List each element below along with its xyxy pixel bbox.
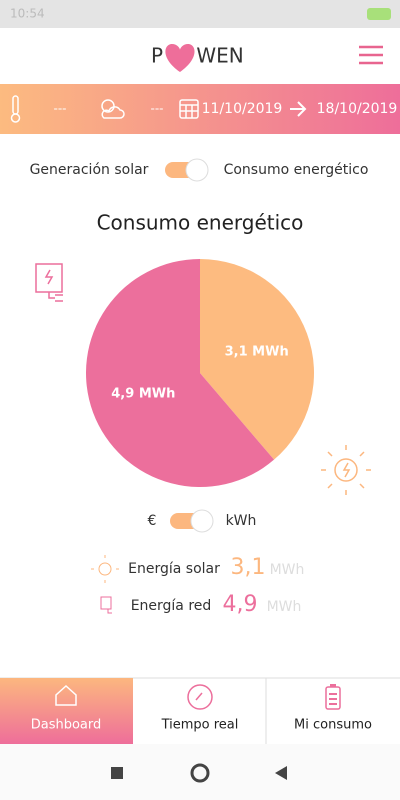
toggle-left-label: Generación solar xyxy=(30,162,149,178)
mode-toggle[interactable] xyxy=(165,158,209,182)
logo-heart xyxy=(165,44,195,72)
back-button[interactable] xyxy=(275,766,287,780)
slice-label: 3,1 MWh xyxy=(225,345,289,360)
slice-label: 4,9 MWh xyxy=(111,386,175,401)
unit-right-label: kWh xyxy=(226,513,257,529)
date-to[interactable]: 18/10/2019 xyxy=(317,101,398,117)
calendar-icon[interactable] xyxy=(179,99,199,119)
battery xyxy=(367,8,391,20)
logo-p: P xyxy=(151,44,163,68)
nav-label[interactable]: Mi consumo xyxy=(294,718,372,733)
nav-label[interactable]: Dashboard xyxy=(31,718,102,733)
summary-value: 4,9 xyxy=(223,592,258,617)
temperature: --- xyxy=(54,102,67,116)
logo-wen: WEN xyxy=(196,44,243,68)
chart-title: Consumo energético xyxy=(97,211,304,235)
thermometer-icon xyxy=(10,95,21,123)
summary-label: Energía solar xyxy=(128,561,220,577)
recents-button[interactable] xyxy=(111,767,123,779)
nav-label[interactable]: Tiempo real xyxy=(161,718,239,733)
pie-slice xyxy=(86,259,275,487)
arrow-icon xyxy=(290,101,307,117)
pie-slice xyxy=(200,259,315,460)
status-bar xyxy=(0,0,400,28)
unit-left-label: € xyxy=(148,513,157,529)
grid-icon xyxy=(35,263,63,302)
system-nav xyxy=(0,744,400,800)
grid-small-icon xyxy=(100,596,112,614)
toggle-right-label: Consumo energético xyxy=(224,162,369,178)
sun-icon xyxy=(321,445,371,495)
menu-button[interactable] xyxy=(359,45,383,65)
summary-value: 3,1 xyxy=(231,555,266,580)
nav-dashboard[interactable]: Dashboard xyxy=(0,678,133,744)
weather-icon xyxy=(101,99,125,119)
home-button[interactable] xyxy=(190,763,210,783)
filter-bar xyxy=(0,84,400,134)
weather: --- xyxy=(151,102,164,116)
nav-mi-consumo[interactable]: Mi consumo xyxy=(294,684,372,733)
summary-label: Energía red xyxy=(131,598,212,614)
date-from[interactable]: 11/10/2019 xyxy=(202,101,283,117)
status-time: 10:54 xyxy=(10,7,45,21)
summary-unit: MWh xyxy=(270,562,305,578)
summary-unit: MWh xyxy=(267,599,302,615)
solar-icon xyxy=(91,555,119,583)
pie-chart: 3,1 MWh 4,9 MWh xyxy=(86,259,315,487)
unit-toggle[interactable] xyxy=(170,509,214,533)
nav-tiempo-real[interactable]: Tiempo real xyxy=(161,684,239,733)
